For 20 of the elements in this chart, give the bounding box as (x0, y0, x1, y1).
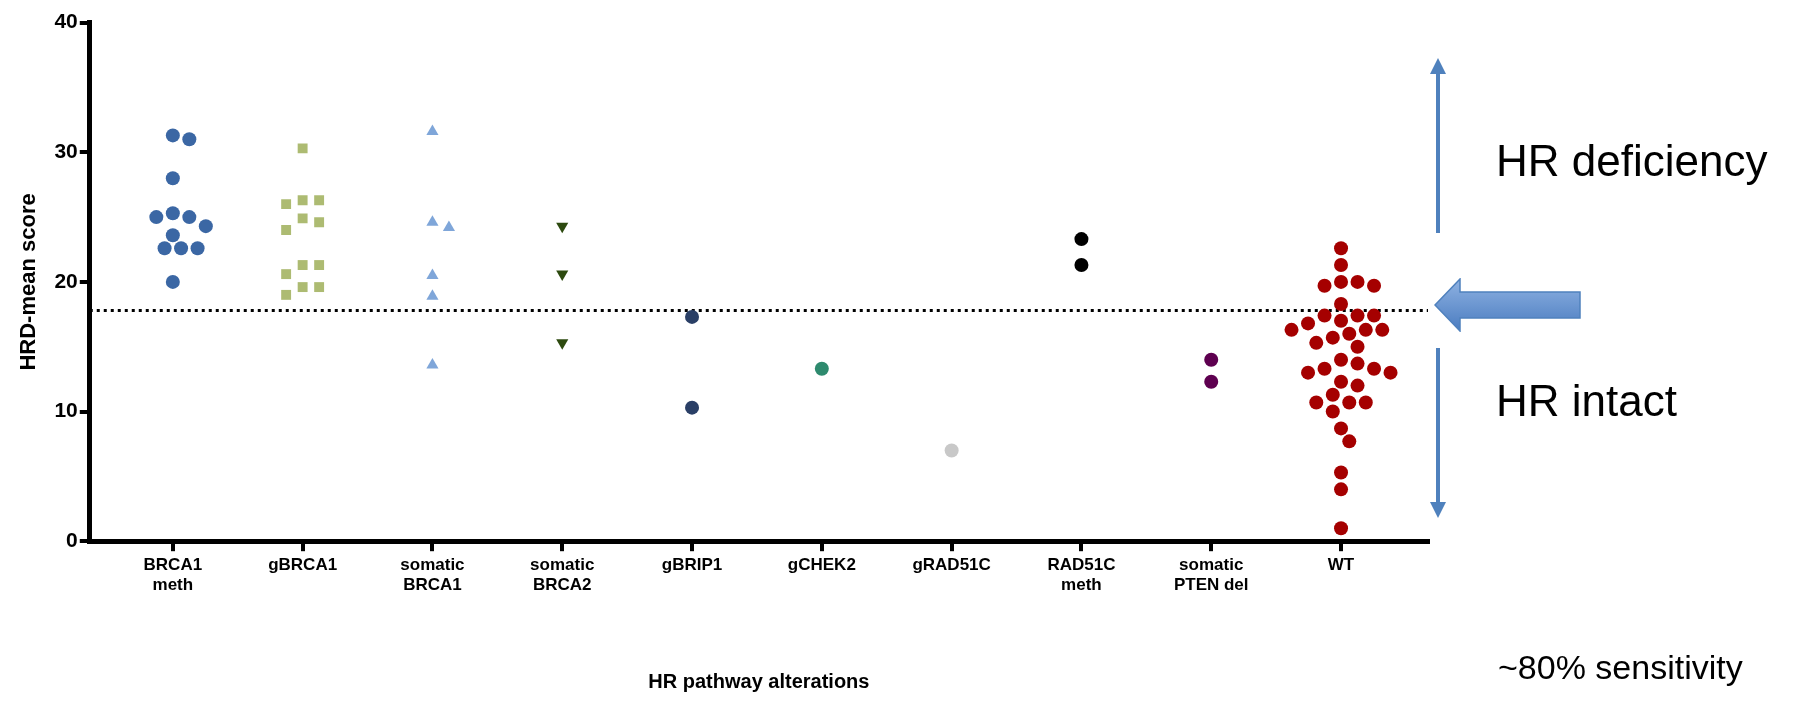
x-tick-label: gRAD51C (912, 555, 991, 575)
y-tick-label: 0 (66, 528, 78, 551)
y-axis-title: HRD-mean score (15, 193, 41, 371)
text: HR deficiency (1496, 136, 1768, 186)
x-axis-title: HR pathway alterations (648, 669, 870, 692)
x-tick-label: BRCA1 meth (143, 555, 203, 595)
x-tick-label: RAD51C meth (1047, 555, 1116, 595)
x-tick-label: gBRIP1 (661, 555, 723, 575)
x-tick-label: somatic BRCA1 (400, 555, 465, 595)
x-tick-label: gBRCA1 (268, 555, 338, 575)
y-tick-label: 20 (54, 268, 78, 292)
x-tick-label: somatic BRCA2 (530, 555, 595, 595)
y-tick-label: 40 (54, 9, 78, 33)
x-tick-label: gCHEK2 (787, 555, 856, 575)
text: ~80% sensitivity (1498, 648, 1743, 687)
x-tick-label: somatic PTEN del (1173, 555, 1249, 595)
text: HR intact (1496, 376, 1677, 426)
y-tick-label: 30 (54, 139, 78, 163)
x-tick-label: WT (1327, 555, 1355, 575)
y-tick-label: 10 (54, 398, 78, 422)
